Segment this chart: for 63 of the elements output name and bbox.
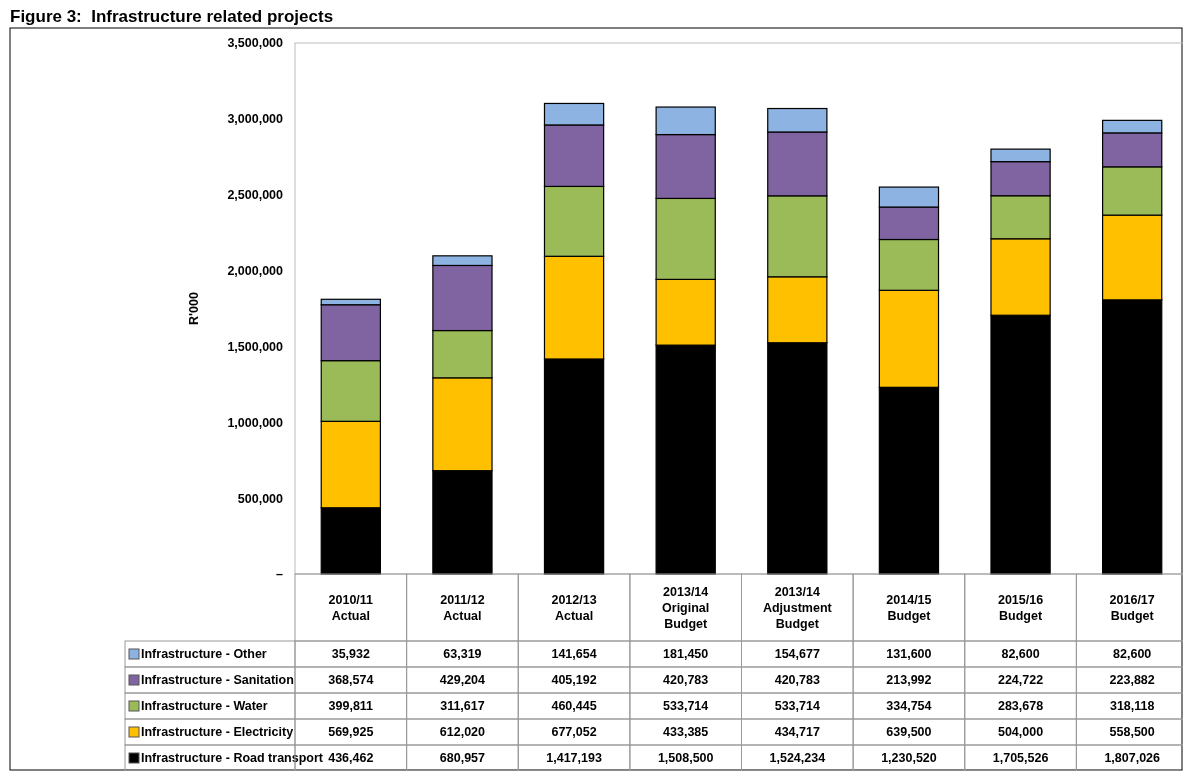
y-axis-title: R'000 (187, 292, 201, 325)
data-label: 533,714 (663, 699, 709, 714)
legend-label: Infrastructure - Electricity (141, 725, 294, 740)
data-label: 533,714 (774, 699, 820, 714)
data-label: 318,118 (1109, 699, 1155, 714)
data-label: 399,811 (328, 699, 374, 714)
chart-title: Figure 3: Infrastructure related projects (10, 7, 334, 26)
x-tick-label: 2011/12 Actual (440, 592, 485, 623)
data-label: 405,192 (551, 673, 597, 688)
x-tick-label: 2012/13 Actual (551, 592, 597, 623)
data-label: 311,617 (440, 699, 485, 714)
data-label: 131,600 (886, 647, 932, 662)
y-tick-label: 2,000,000 (227, 263, 284, 278)
data-label: 63,319 (443, 647, 482, 662)
data-label: 420,783 (663, 673, 709, 688)
data-label: 224,722 (997, 673, 1044, 688)
data-label: 420,783 (774, 673, 820, 688)
legend-label: Infrastructure - Water (141, 699, 268, 714)
y-tick-label: 2,500,000 (227, 188, 284, 203)
x-tick-label: 2014/15 Budget (886, 592, 932, 623)
y-tick-label: 500,000 (237, 491, 284, 506)
data-label: 434,717 (774, 725, 820, 740)
data-label: 504,000 (997, 725, 1044, 740)
x-tick-label: 2015/16 Budget (997, 592, 1044, 623)
data-label: 1,807,026 (1104, 751, 1161, 766)
x-tick-label: 2013/14 Original Budget (662, 584, 710, 631)
data-label: 1,705,526 (992, 751, 1049, 766)
legend-label: Infrastructure - Sanitation (141, 673, 294, 688)
data-label: 368,574 (328, 673, 374, 688)
data-label: 213,992 (886, 673, 932, 688)
data-label: 1,524,234 (769, 751, 826, 766)
data-label: 82,600 (1113, 647, 1152, 662)
y-tick-label: 1,000,000 (227, 415, 284, 430)
y-tick-label: – (276, 567, 284, 582)
y-tick-label: 3,000,000 (227, 112, 284, 127)
data-label: 429,204 (439, 673, 486, 688)
data-label: 433,385 (663, 725, 709, 740)
data-label: 436,462 (328, 751, 374, 766)
data-label: 283,678 (997, 699, 1044, 714)
data-label: 677,052 (551, 725, 597, 740)
data-label: 612,020 (439, 725, 486, 740)
data-label: 181,450 (663, 647, 709, 662)
data-label: 141,654 (551, 647, 597, 662)
data-label: 639,500 (886, 725, 932, 740)
x-tick-label: 2016/17 Budget (1109, 592, 1155, 623)
data-label: 680,957 (439, 751, 486, 766)
data-label: 460,445 (551, 699, 597, 714)
data-label: 569,925 (328, 725, 374, 740)
data-label: 558,500 (1109, 725, 1155, 740)
data-label: 1,230,520 (881, 751, 937, 766)
data-label: 82,600 (1001, 647, 1040, 662)
data-label: 223,882 (1109, 673, 1155, 688)
data-label: 1,417,193 (546, 751, 602, 766)
x-tick-label: 2010/11 Actual (328, 592, 374, 623)
y-tick-label: 3,500,000 (227, 36, 284, 51)
x-tick-label: 2013/14 Adjustment Budget (762, 584, 833, 631)
y-tick-label: 1,500,000 (227, 339, 284, 354)
data-label: 334,754 (886, 699, 932, 714)
data-label: 35,932 (331, 647, 370, 662)
legend-label: Infrastructure - Other (141, 647, 267, 662)
data-label: 1,508,500 (657, 751, 714, 766)
data-label: 154,677 (774, 647, 820, 662)
legend-label: Infrastructure - Road transport (141, 751, 324, 766)
